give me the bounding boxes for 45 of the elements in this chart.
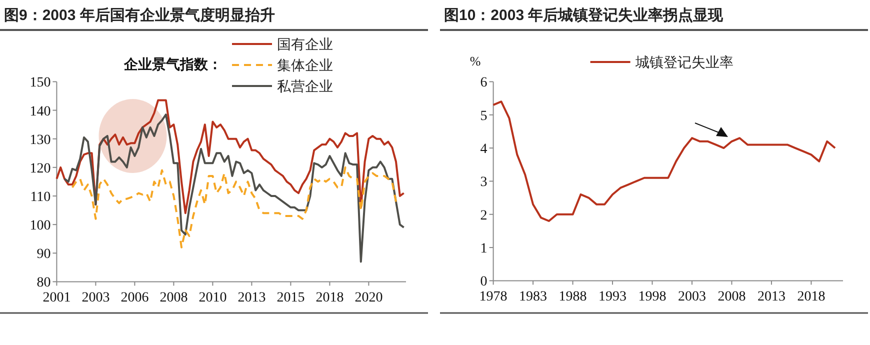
x-tick-label: 2010 xyxy=(198,290,227,306)
x-tick-label: 2013 xyxy=(757,290,786,305)
x-tick-label: 2013 xyxy=(238,290,266,306)
x-tick-label: 1983 xyxy=(519,290,548,305)
chart-title: 图9：2003 年后国有企业景气度明显抬升 xyxy=(4,6,275,24)
y-tick-label: 1 xyxy=(480,242,488,257)
x-tick-label: 2018 xyxy=(316,290,344,306)
line-series xyxy=(492,100,836,222)
y-tick-label: 150 xyxy=(30,76,51,91)
legend-label: 国有企业 xyxy=(277,37,333,53)
x-tick-label: 2003 xyxy=(82,290,110,306)
y-tick-label: 5 xyxy=(480,108,488,124)
y-tick-label: 110 xyxy=(30,190,51,205)
line-series xyxy=(71,166,397,248)
y-tick-label: 2 xyxy=(480,208,488,224)
y-tick-label: 6 xyxy=(480,76,488,91)
x-tick-label: 2020 xyxy=(354,290,383,306)
y-tick-label: 140 xyxy=(30,104,51,120)
x-tick-label: 1988 xyxy=(558,290,587,305)
x-tick-label: 2008 xyxy=(718,290,746,305)
y-tick-label: 90 xyxy=(36,247,51,262)
chart-title: 图10：2003 年后城镇登记失业率拐点显现 xyxy=(444,6,724,24)
x-tick-label: 2015 xyxy=(276,290,305,306)
line-series xyxy=(56,99,405,214)
y-tick-label: 4 xyxy=(480,142,488,158)
legend-label: 城镇登记失业率 xyxy=(634,55,734,71)
y-tick-label: 130 xyxy=(30,132,51,148)
x-tick-label: 1998 xyxy=(638,290,666,305)
legend-label: 集体企业 xyxy=(277,58,333,74)
x-tick-label: 2003 xyxy=(678,290,706,305)
x-tick-label: 1993 xyxy=(598,290,627,305)
y-tick-label: 100 xyxy=(30,218,51,234)
legend-label: 私营企业 xyxy=(277,79,333,95)
x-tick-label: 1978 xyxy=(479,290,508,305)
y-axis-title: % xyxy=(470,54,481,69)
x-tick-label: 2018 xyxy=(797,290,826,305)
x-tick-label: 2001 xyxy=(42,290,71,306)
y-tick-label: 3 xyxy=(480,175,488,190)
line-series xyxy=(64,114,405,263)
y-tick-label: 0 xyxy=(480,274,488,290)
x-tick-label: 2006 xyxy=(120,290,149,306)
y-tick-label: 80 xyxy=(36,276,51,291)
legend-title: 企业景气指数： xyxy=(123,56,222,72)
y-tick-label: 120 xyxy=(30,161,51,176)
x-tick-label: 2008 xyxy=(160,290,188,306)
